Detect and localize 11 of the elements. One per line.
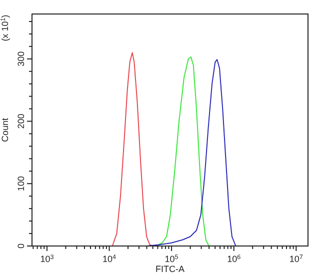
y-axis-title: Count	[0, 118, 10, 142]
x-tick-label: 10$^{3}$	[40, 254, 54, 264]
y-tick-label: 300	[16, 51, 26, 66]
x-tick-label: 10$^{6}$	[227, 254, 242, 264]
x-tick-label: 10$^{5}$	[164, 254, 179, 264]
x-tick-label: 10$^{4}$	[102, 254, 117, 264]
y-tick-label: 100	[16, 176, 26, 192]
x-axis-title: FITC-A	[156, 264, 184, 274]
y-tick-label: 200	[16, 114, 26, 129]
x-tick-label: 10$^{7}$	[289, 254, 304, 264]
y-tick-label: 0	[16, 243, 26, 249]
